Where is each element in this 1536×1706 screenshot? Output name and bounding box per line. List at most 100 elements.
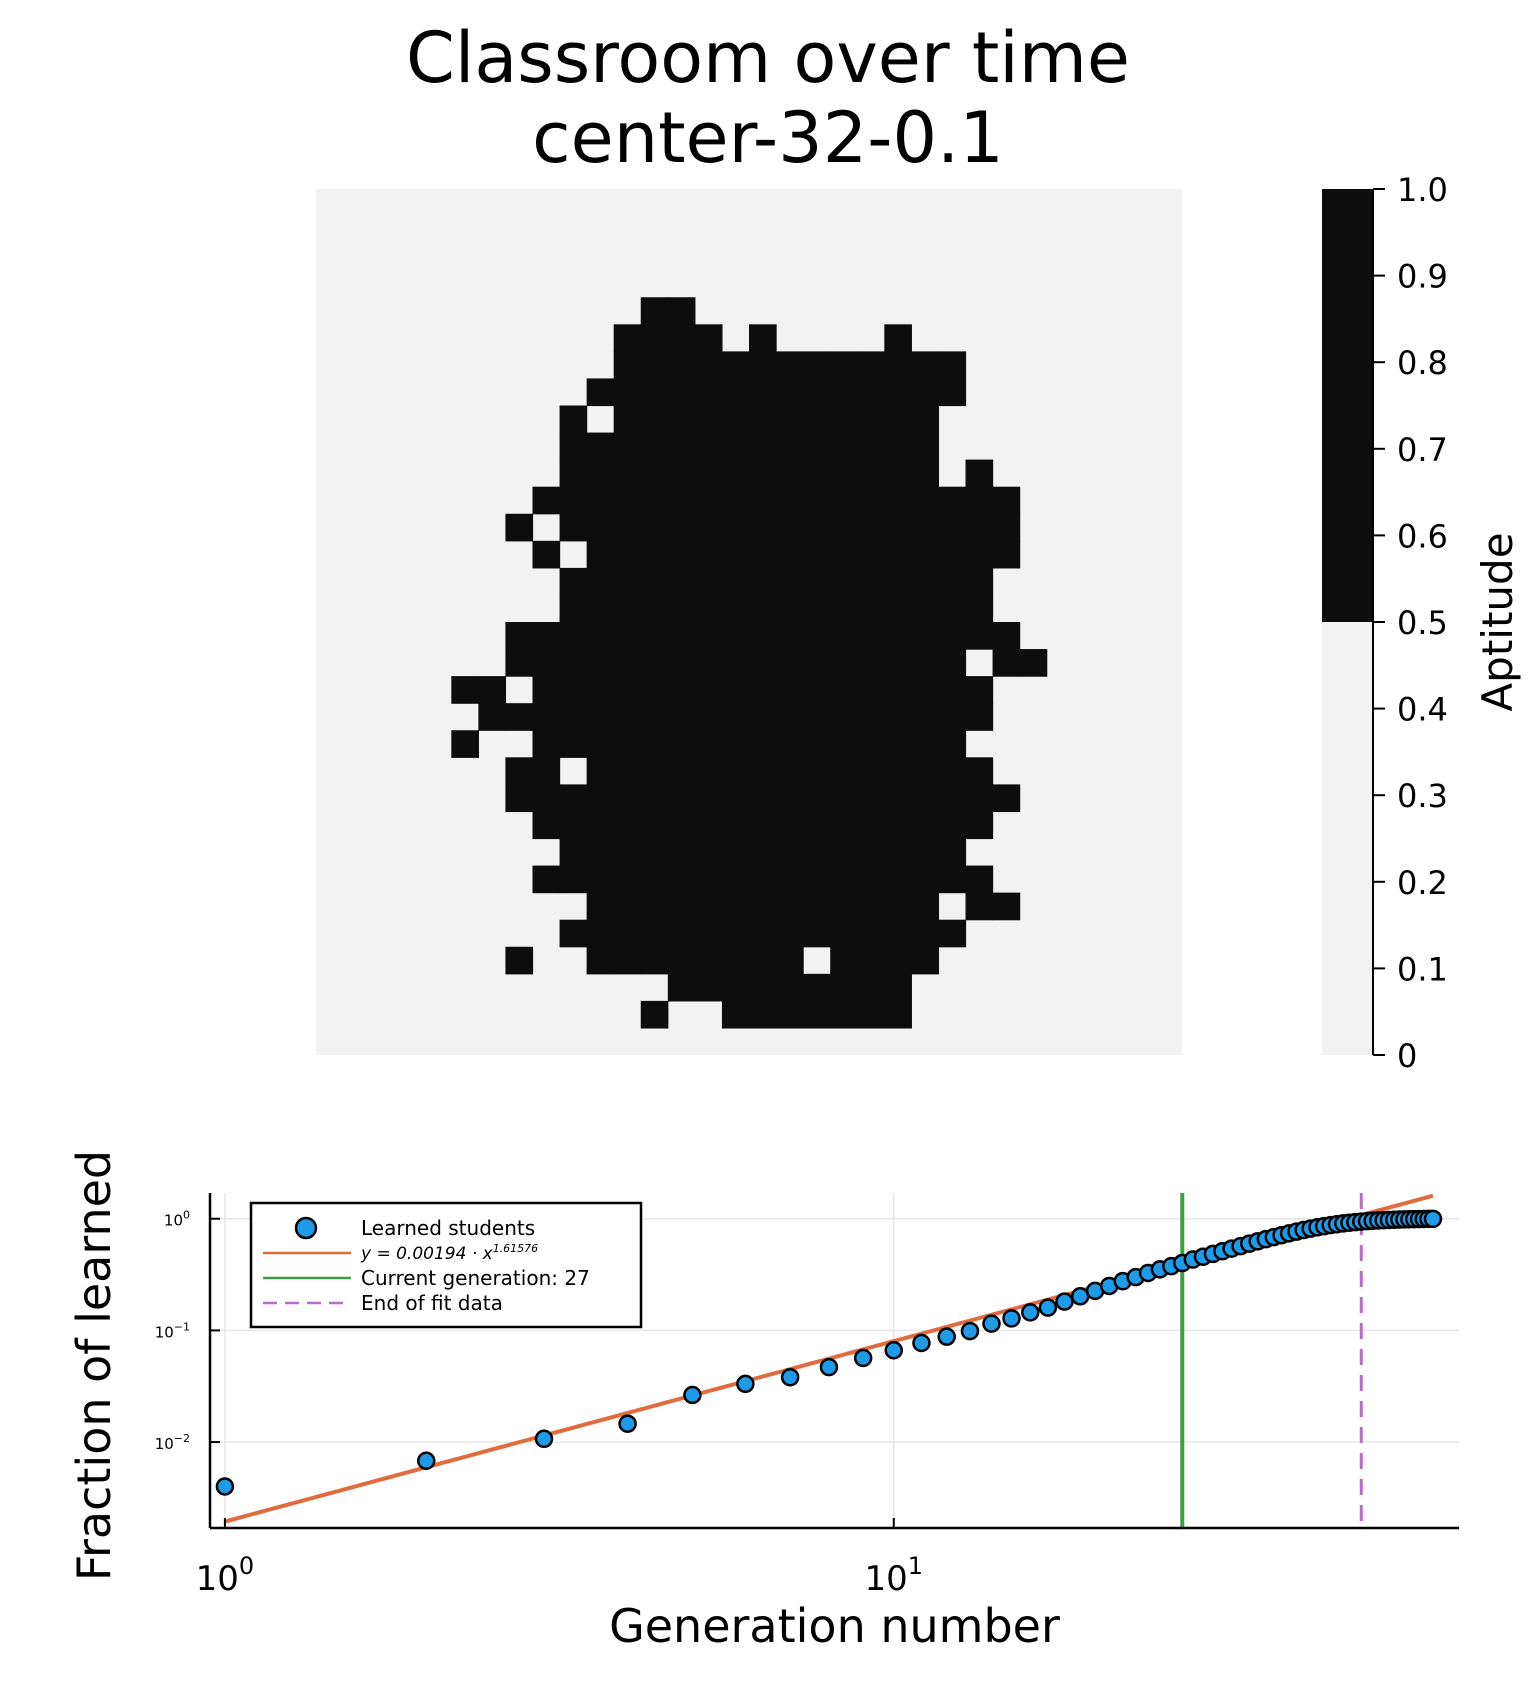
heatmap-cell [857, 351, 885, 380]
heatmap-cell [992, 649, 1021, 677]
heatmap-cell [694, 865, 723, 894]
heatmap-cell [640, 676, 669, 704]
heatmap-cell [911, 513, 940, 542]
heatmap-cell [776, 703, 804, 731]
heatmap-cell [478, 703, 507, 731]
heatmap-cell [721, 513, 750, 542]
colorbar-tick-label: 0 [1397, 1037, 1417, 1075]
heatmap-cell [911, 811, 940, 840]
heatmap-cell [721, 378, 750, 407]
heatmap-cell [938, 730, 967, 758]
heatmap-cell [938, 378, 967, 407]
heatmap-cell [749, 486, 777, 515]
colorbar-tick-label: 0.3 [1397, 777, 1448, 815]
heatmap-cell [749, 540, 777, 569]
heatmap-cell [749, 676, 777, 704]
heatmap-cell [776, 622, 804, 650]
heatmap-cell [640, 405, 669, 434]
data-point [960, 1321, 980, 1341]
figure-title: Classroom over time center-32-0.1 [0, 18, 1536, 178]
heatmap-cell [613, 432, 642, 461]
heatmap-cell [505, 946, 534, 975]
heatmap-cell [803, 622, 831, 650]
heatmap-cell [667, 567, 696, 596]
heatmap-cell [613, 378, 642, 407]
heatmap-cell [857, 811, 885, 840]
heatmap-cell [667, 405, 696, 434]
heatmap-cell [721, 594, 750, 623]
heatmap-cell [694, 567, 723, 596]
heatmap-cell [857, 676, 885, 704]
heatmap-cell [749, 973, 777, 1002]
heatmap-cell [938, 757, 967, 785]
heatmap-cell [803, 649, 831, 677]
heatmap-cell [749, 865, 777, 894]
heatmap-cell [613, 459, 642, 488]
heatmap-cell [938, 811, 967, 840]
heatmap-cell [721, 811, 750, 840]
colorbar-tick-label: 0.6 [1397, 517, 1448, 555]
colorbar-label: Aptitude [1473, 532, 1522, 711]
heatmap-cell [613, 513, 642, 542]
heatmap-cell [830, 865, 858, 894]
heatmap-cell [965, 784, 994, 813]
heatmap-cell [803, 540, 831, 569]
heatmap-cell [803, 784, 831, 813]
data-point [819, 1357, 839, 1377]
heatmap-cell [721, 405, 750, 434]
heatmap-cell [938, 676, 967, 704]
heatmap-cell [830, 594, 858, 623]
heatmap-cell [694, 486, 723, 515]
data-point [884, 1341, 903, 1360]
heatmap-cell [938, 486, 967, 515]
heatmap-cell [667, 513, 696, 542]
heatmap-cell [749, 784, 777, 813]
heatmap-cell [857, 703, 885, 731]
heatmap-cell [965, 757, 994, 785]
heatmap-cell [559, 649, 588, 677]
heatmap-cell [965, 703, 994, 731]
heatmap-cell [586, 432, 615, 461]
y-tick-label: 10−1 [155, 1320, 190, 1341]
heatmap-cell [586, 378, 615, 407]
heatmap-cell [776, 946, 804, 975]
heatmap-cell [938, 784, 967, 813]
heatmap-cell [992, 486, 1021, 515]
heatmap-cell [694, 919, 723, 948]
heatmap-cell [830, 378, 858, 407]
heatmap-cell [559, 405, 588, 434]
heatmap-cell [803, 378, 831, 407]
heatmap-cell [776, 757, 804, 785]
heatmap-cell [694, 351, 723, 380]
heatmap-cell [721, 567, 750, 596]
heatmap-cell [721, 838, 750, 867]
heatmap-cell [965, 811, 994, 840]
heatmap-cell [992, 784, 1021, 813]
heatmap-cell [776, 459, 804, 488]
heatmap-cell [749, 513, 777, 542]
heatmap-cell [749, 811, 777, 840]
heatmap-cell [911, 892, 940, 921]
heatmap-cell [721, 892, 750, 921]
heatmap-cell [803, 865, 831, 894]
heatmap-cell [559, 919, 588, 948]
heatmap-cell [559, 676, 588, 704]
heatmap-cell [938, 919, 967, 948]
heatmap-cell [640, 784, 669, 813]
heatmap-cell [857, 865, 885, 894]
heatmap-cell [694, 405, 723, 434]
heatmap-cell [776, 811, 804, 840]
heatmap-cell [884, 513, 912, 542]
heatmap-cell [613, 865, 642, 894]
heatmap-cell [559, 622, 588, 650]
heatmap-cell [613, 838, 642, 867]
heatmap-cell [830, 676, 858, 704]
plot-axes: 100 101 100 10−1 10−2 Generation number Fracti… [67, 1150, 1459, 1653]
heatmap-cell [694, 757, 723, 785]
legend-label: Learned students [361, 1216, 535, 1240]
heatmap-cell [776, 594, 804, 623]
data-point [1055, 1292, 1074, 1311]
heatmap-cell [532, 811, 561, 840]
